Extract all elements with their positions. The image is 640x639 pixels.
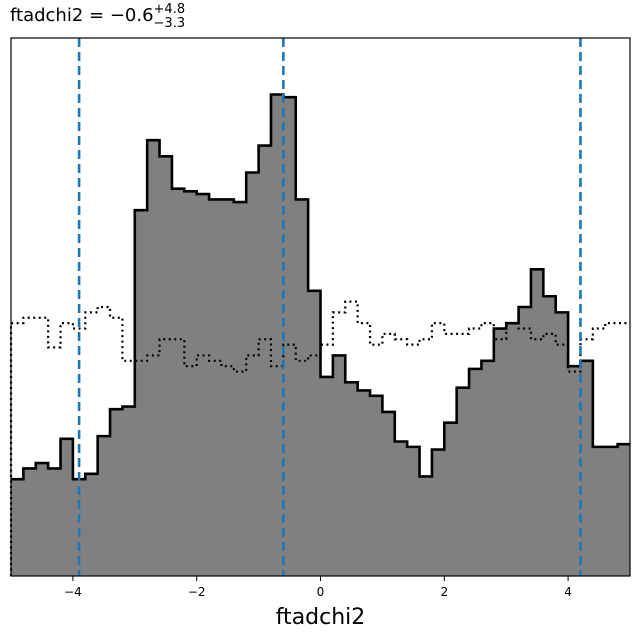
x-tick-label: −2 <box>188 585 206 599</box>
title-lower-error: −3.3 <box>154 16 186 31</box>
chart-title: ftadchi2 = −0.6+4.8 −3.3 <box>10 2 185 31</box>
x-tick-label: 4 <box>564 585 572 599</box>
prior-histogram-dotted <box>9 300 630 576</box>
x-axis: −4 −2 0 2 4 <box>64 576 572 599</box>
plot-area <box>9 38 630 577</box>
x-tick-label: 2 <box>440 585 448 599</box>
title-main: ftadchi2 = −0.6 <box>10 5 154 26</box>
x-tick-label: 0 <box>317 585 325 599</box>
title-upper-error: +4.8 <box>154 2 186 17</box>
histogram-outline <box>11 93 630 481</box>
x-axis-label: ftadchi2 <box>276 605 366 630</box>
x-tick-label: −4 <box>64 585 82 599</box>
